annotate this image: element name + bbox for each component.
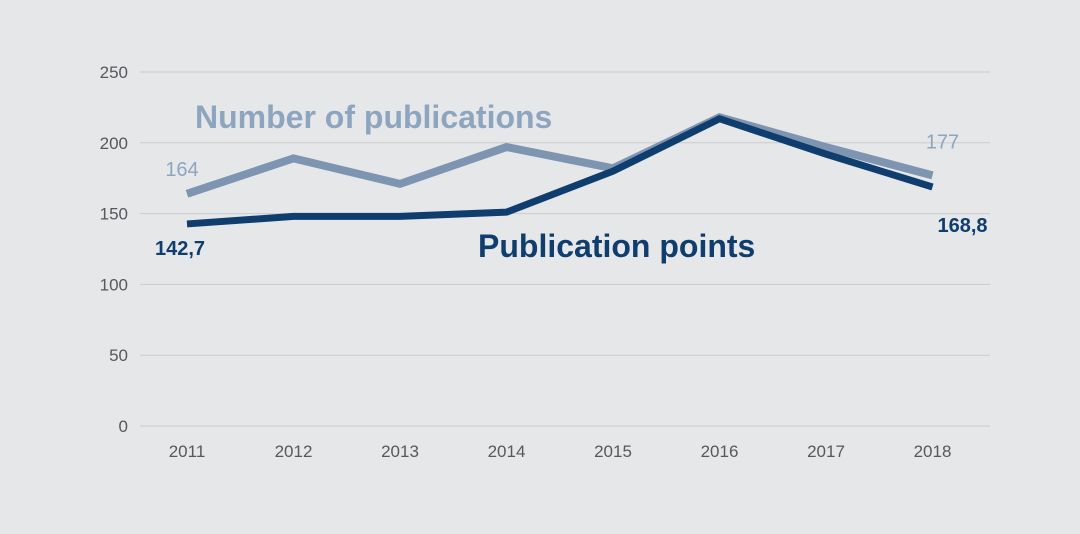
x-tick-label: 2011 xyxy=(169,442,206,461)
x-tick-label: 2013 xyxy=(381,442,419,461)
series-label-number-of-publications: Number of publications xyxy=(195,99,552,135)
x-tick-label: 2016 xyxy=(701,442,739,461)
x-axis-ticks: 2011 2012 2013 2014 2015 2016 2017 2018 xyxy=(169,442,952,461)
series-lines xyxy=(185,113,934,228)
data-labels: 164 177 142,7 168,8 xyxy=(155,131,988,260)
series-line-number-of-publications xyxy=(185,113,934,198)
y-tick-label: 250 xyxy=(100,63,128,82)
data-label: 142,7 xyxy=(155,238,205,260)
y-tick-label: 200 xyxy=(100,134,128,153)
y-tick-label: 0 xyxy=(119,417,128,436)
data-label: 177 xyxy=(926,131,959,153)
data-label: 164 xyxy=(165,159,198,181)
gridlines xyxy=(140,71,990,427)
x-tick-label: 2012 xyxy=(275,442,313,461)
y-tick-label: 50 xyxy=(109,346,128,365)
x-tick-label: 2015 xyxy=(594,442,632,461)
series-line-publication-points xyxy=(186,114,934,228)
x-tick-label: 2017 xyxy=(807,442,845,461)
x-tick-label: 2014 xyxy=(488,442,526,461)
data-label: 168,8 xyxy=(937,215,987,237)
x-tick-label: 2018 xyxy=(914,442,952,461)
y-axis-ticks: 0 50 100 150 200 250 xyxy=(100,63,128,436)
series-label-publication-points: Publication points xyxy=(478,228,755,264)
y-tick-label: 150 xyxy=(100,205,128,224)
y-tick-label: 100 xyxy=(100,275,128,294)
